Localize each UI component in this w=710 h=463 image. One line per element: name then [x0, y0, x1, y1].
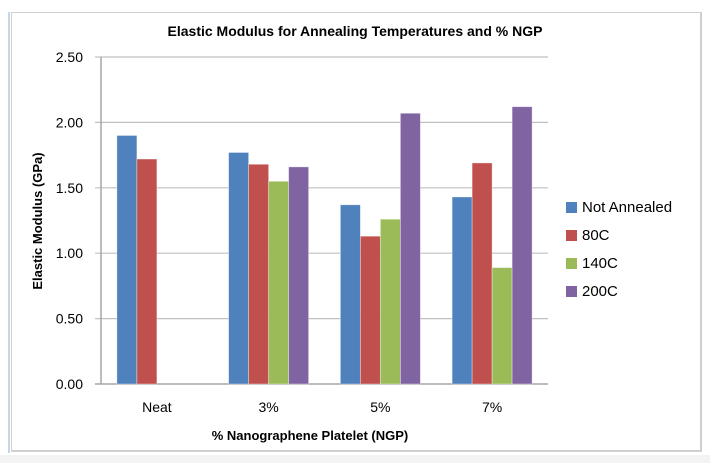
bar-not-annealed-7pct	[451, 196, 473, 385]
y-tick-label: 1.00	[56, 245, 83, 261]
bar-140c-7pct	[491, 267, 513, 385]
bar-140c-3pct	[268, 180, 290, 385]
bar-200c-3pct	[288, 166, 310, 385]
legend-swatch	[566, 202, 577, 213]
x-tick-label: 7%	[482, 399, 502, 415]
chart-frame	[11, 12, 702, 452]
legend-swatch	[566, 230, 577, 241]
bar-140c-5pct	[379, 218, 401, 385]
y-tick-label: 0.00	[56, 376, 83, 392]
x-tick-label: 3%	[259, 399, 279, 415]
y-axis-ticks: 0.00 0.50 1.00 1.50 2.00 2.50	[56, 49, 83, 392]
bar-80c-5pct	[359, 235, 381, 385]
y-tick-label: 1.50	[56, 180, 83, 196]
bar-80c-3pct	[248, 163, 270, 385]
y-axis-title: Elastic Modulus (GPa)	[30, 152, 45, 289]
bar-not-annealed-neat	[116, 135, 138, 385]
bottom-strip	[0, 455, 710, 463]
bar-200c-5pct	[399, 112, 421, 385]
bar-not-annealed-5pct	[339, 204, 361, 385]
legend-label: 200C	[582, 283, 618, 300]
chart-outer-border	[8, 12, 10, 453]
legend-swatch	[566, 258, 577, 269]
x-axis-ticks: Neat 3% 5% 7%	[142, 399, 502, 415]
bars	[116, 106, 533, 385]
x-tick-label: 5%	[370, 399, 390, 415]
chart-title: Elastic Modulus for Annealing Temperatur…	[168, 23, 543, 39]
x-axis-title: % Nanographene Platelet (NGP)	[212, 428, 408, 443]
bar-200c-7pct	[511, 106, 533, 385]
x-tick-label: Neat	[142, 399, 172, 415]
bar-80c-neat	[136, 158, 158, 385]
y-tick-label: 0.50	[56, 311, 83, 327]
legend: Not Annealed 80C 140C 200C	[566, 199, 672, 300]
gridlines	[95, 56, 548, 385]
y-tick-label: 2.00	[56, 114, 83, 130]
legend-label: Not Annealed	[582, 199, 672, 216]
bar-80c-7pct	[471, 162, 493, 385]
bar-not-annealed-3pct	[228, 152, 250, 385]
y-tick-label: 2.50	[56, 49, 83, 65]
legend-swatch	[566, 286, 577, 297]
legend-label: 140C	[582, 255, 618, 272]
legend-label: 80C	[582, 227, 610, 244]
